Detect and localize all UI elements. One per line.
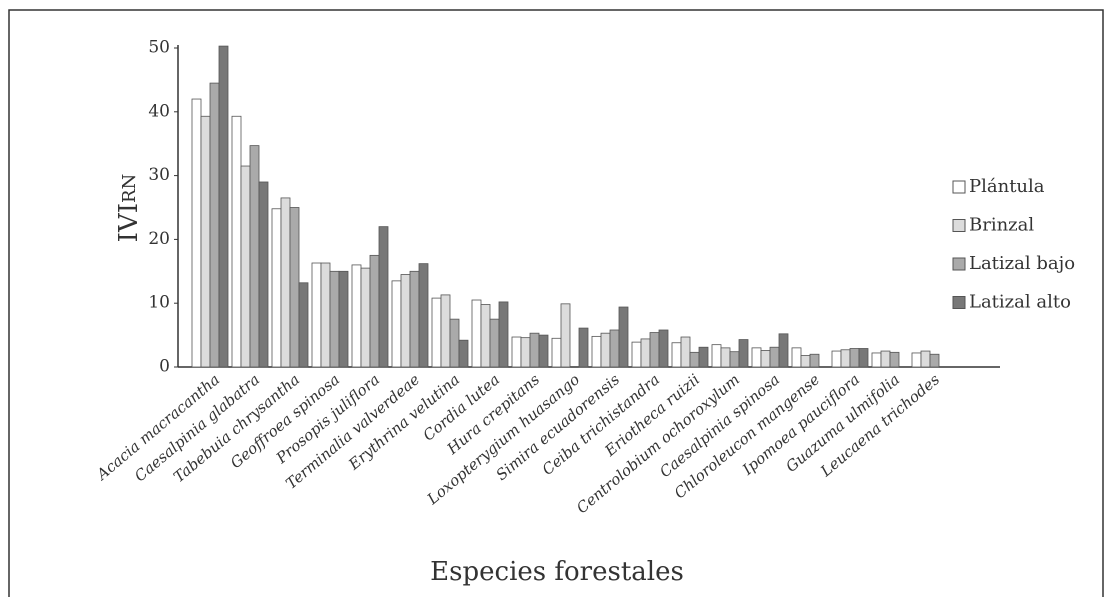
bar <box>698 346 709 368</box>
bar <box>449 318 460 368</box>
bar <box>498 301 509 368</box>
legend-swatch <box>952 180 966 194</box>
bar <box>760 350 771 368</box>
frame <box>8 9 1104 597</box>
bar <box>720 347 731 368</box>
bar <box>791 347 802 368</box>
bar <box>209 82 220 368</box>
bar <box>231 115 242 368</box>
bar <box>849 348 860 368</box>
bar <box>320 262 331 368</box>
bar <box>640 338 651 368</box>
bar <box>409 270 420 368</box>
y-tick-label: 20 <box>148 229 170 249</box>
legend-swatch <box>952 296 966 309</box>
bar <box>929 353 940 368</box>
bar <box>889 351 900 368</box>
bar <box>600 332 611 368</box>
bar <box>338 270 349 368</box>
bar <box>440 294 451 368</box>
legend-label: Latizal bajo <box>969 253 1075 274</box>
bar <box>560 303 571 368</box>
bar <box>689 351 700 368</box>
bar <box>840 349 851 368</box>
bar <box>298 282 309 368</box>
bar <box>471 299 482 368</box>
legend-label: Plántula <box>969 176 1045 197</box>
bar <box>520 337 531 368</box>
bar <box>618 306 629 368</box>
bar <box>609 329 620 368</box>
bar <box>529 332 540 368</box>
bar <box>671 342 682 368</box>
bar <box>649 332 660 368</box>
bar <box>729 351 740 368</box>
bar <box>831 350 842 368</box>
bar <box>218 45 229 368</box>
bar <box>249 145 260 368</box>
legend-label: Latizal alto <box>969 292 1071 313</box>
bar <box>458 339 469 368</box>
bar <box>738 339 749 368</box>
bar <box>511 336 522 368</box>
y-tick-label: 0 <box>159 357 170 377</box>
bar <box>631 341 642 368</box>
bar <box>431 297 442 368</box>
bar <box>591 335 602 368</box>
legend-swatch <box>952 257 966 271</box>
bar <box>191 98 202 368</box>
bar <box>578 327 589 368</box>
bar <box>711 344 722 368</box>
bar <box>418 263 429 368</box>
bar <box>240 165 251 368</box>
bar <box>489 318 500 368</box>
bar <box>400 274 411 368</box>
bar <box>658 329 669 368</box>
legend-label: Brinzal <box>969 215 1034 236</box>
bar <box>480 304 491 368</box>
bar <box>271 208 282 368</box>
bar <box>280 197 291 368</box>
y-tick-label: 10 <box>148 293 170 313</box>
y-label-main: IVI <box>114 203 144 242</box>
y-tick-label: 30 <box>148 165 170 185</box>
bar <box>751 347 762 368</box>
bar <box>920 350 931 368</box>
legend-swatch <box>952 219 966 232</box>
bar <box>911 352 922 368</box>
bar <box>289 207 300 368</box>
bar <box>200 115 211 368</box>
bar <box>769 346 780 368</box>
bar <box>369 254 380 368</box>
bar <box>360 267 371 368</box>
bar <box>351 264 362 368</box>
y-axis-label: IVIRN <box>114 174 144 243</box>
bar <box>311 262 322 368</box>
bar <box>871 352 882 368</box>
y-tick-label: 40 <box>148 101 170 121</box>
bar <box>800 355 811 368</box>
bar <box>858 348 869 368</box>
bar <box>809 353 820 368</box>
bar <box>538 334 549 368</box>
bar <box>680 336 691 368</box>
bar <box>551 337 562 368</box>
bar <box>391 280 402 368</box>
bar <box>378 226 389 368</box>
bar <box>778 333 789 368</box>
y-label-sub: RN <box>119 174 140 203</box>
bar <box>880 350 891 368</box>
y-tick-label: 50 <box>148 38 170 58</box>
bar <box>258 181 269 368</box>
bar <box>329 270 340 368</box>
x-axis-label: Especies forestales <box>430 557 684 587</box>
